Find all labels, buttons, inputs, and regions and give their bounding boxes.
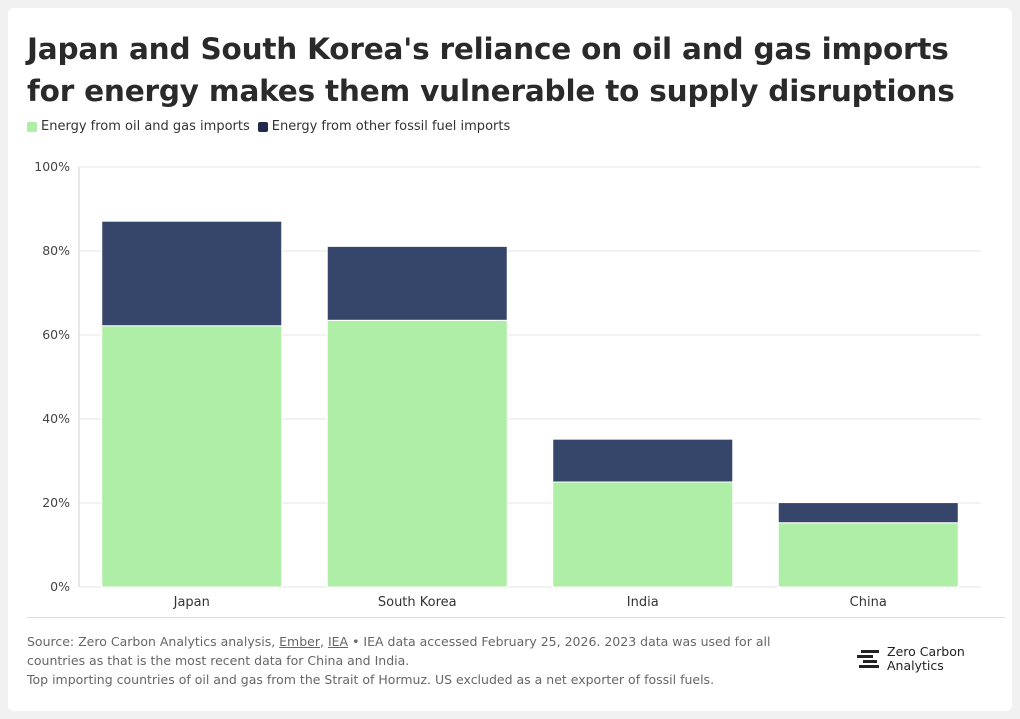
x-tick-label: South Korea <box>378 595 457 610</box>
bar-japan-oil-gas[interactable] <box>101 325 283 588</box>
y-tick-label: 80% <box>42 243 70 258</box>
x-tick-label: India <box>627 595 659 610</box>
legend: Energy from oil and gas imports Energy f… <box>27 119 518 134</box>
zero-carbon-logo-icon <box>857 650 879 668</box>
legend-swatch-other <box>257 121 268 132</box>
x-tick-label: Japan <box>173 595 210 610</box>
bar-south-korea-oil-gas[interactable] <box>326 319 508 588</box>
label-layer: 0% 20% 40% 60% 80% 100% Japan South Korea India C… <box>34 159 887 610</box>
source-note: Source: Zero Carbon Analytics analysis, … <box>27 632 817 689</box>
y-tick-label: 0% <box>50 579 70 594</box>
source-rest: • IEA data accessed February 25, 2026. 2… <box>27 634 771 668</box>
bar-china-other[interactable] <box>777 502 959 524</box>
y-tick-label: 100% <box>34 159 70 174</box>
brand-line-1: Zero Carbon <box>887 644 965 659</box>
bar-japan-other[interactable] <box>101 220 283 327</box>
footnote: Top importing countries of oil and gas f… <box>27 672 715 687</box>
brand-line-2: Analytics <box>887 658 944 673</box>
y-tick-label: 60% <box>42 327 70 342</box>
legend-label-other: Energy from other fossil fuel imports <box>271 119 511 134</box>
bar-india-other[interactable] <box>552 438 734 483</box>
legend-swatch-oil-gas <box>27 121 37 132</box>
ember-link[interactable]: Ember <box>279 634 320 649</box>
legend-item-other[interactable]: Energy from other fossil fuel imports <box>257 119 511 134</box>
source-prefix: Source: Zero Carbon Analytics analysis, <box>27 634 280 649</box>
x-tick-label: China <box>850 595 887 610</box>
y-tick-label: 40% <box>42 411 70 426</box>
iea-link[interactable]: IEA <box>327 634 349 649</box>
bar-layer <box>101 220 959 588</box>
brand-logo: Zero Carbon Analytics <box>857 645 965 673</box>
y-tick-label: 20% <box>42 495 70 510</box>
bar-south-korea-other[interactable] <box>326 245 508 321</box>
bar-india-oil-gas[interactable] <box>552 481 734 588</box>
legend-label-oil-gas: Energy from oil and gas imports <box>41 119 250 134</box>
bar-china-oil-gas[interactable] <box>777 522 959 588</box>
brand-name: Zero Carbon Analytics <box>887 645 965 673</box>
footer-divider <box>27 617 1005 618</box>
chart-title: Japan and South Korea's reliance on oil … <box>27 32 955 108</box>
source-sep: , <box>320 634 328 649</box>
legend-item-oil-gas[interactable]: Energy from oil and gas imports <box>27 119 250 134</box>
